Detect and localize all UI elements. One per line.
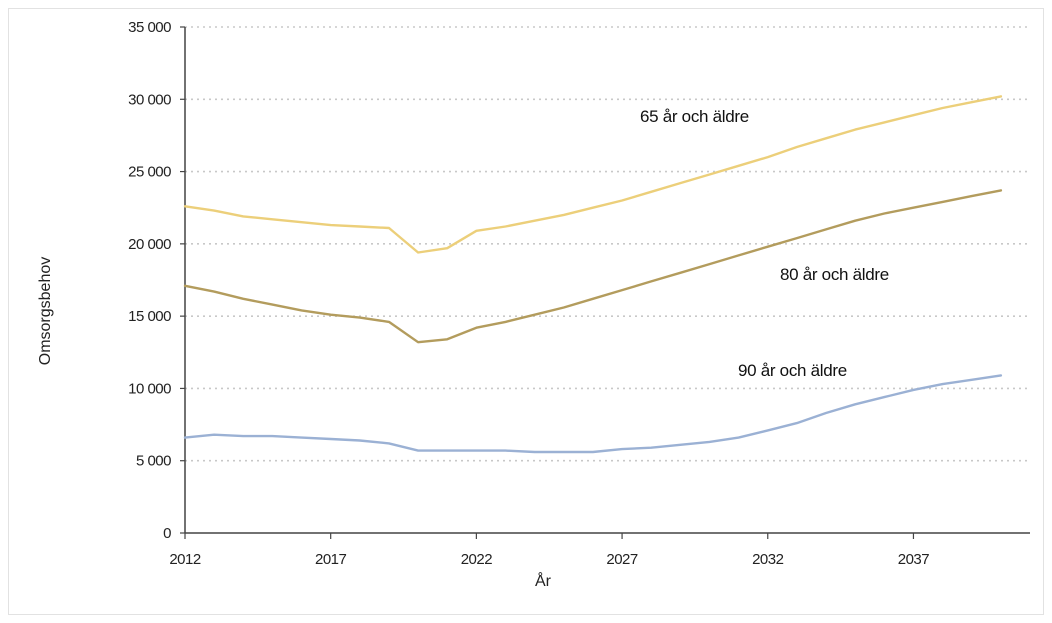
axes [180,26,1030,539]
y-tick-label: 20 000 [128,236,171,253]
y-axis-title: Omsorgsbehov [37,257,54,366]
series-line [183,95,1003,254]
x-tick-label: 2012 [169,551,201,568]
y-tick-label: 0 [163,525,171,542]
chart-frame [8,8,1044,615]
y-tick-label: 35 000 [128,19,171,36]
series-label: 65 år och äldre [640,107,749,126]
x-tick-label: 2037 [898,551,930,568]
series-label: 90 år och äldre [738,361,847,380]
x-tick-label: 2032 [752,551,784,568]
y-tick-label: 5 000 [136,453,171,470]
y-tick-label: 30 000 [128,91,171,108]
y-tick-label: 15 000 [128,308,171,325]
y-tick-label: 10 000 [128,380,171,397]
series-lines [183,95,1003,454]
x-axis-title: År [535,571,552,590]
series-line [183,189,1003,344]
series-label: 80 år och äldre [780,265,889,284]
y-tick-label: 25 000 [128,164,171,181]
x-tick-label: 2022 [461,551,493,568]
series-labels: 65 år och äldre 80 år och äldre 90 år och … [640,107,889,380]
gridlines [185,26,1030,462]
x-tick-label: 2017 [315,551,347,568]
y-tick-labels: 0 5 000 10 000 15 000 20 000 25 000 30 000 35 0… [128,19,172,542]
series-line [183,374,1003,454]
x-tick-labels: 2012 2017 2022 2027 2032 2037 [169,551,929,568]
x-tick-label: 2027 [606,551,638,568]
